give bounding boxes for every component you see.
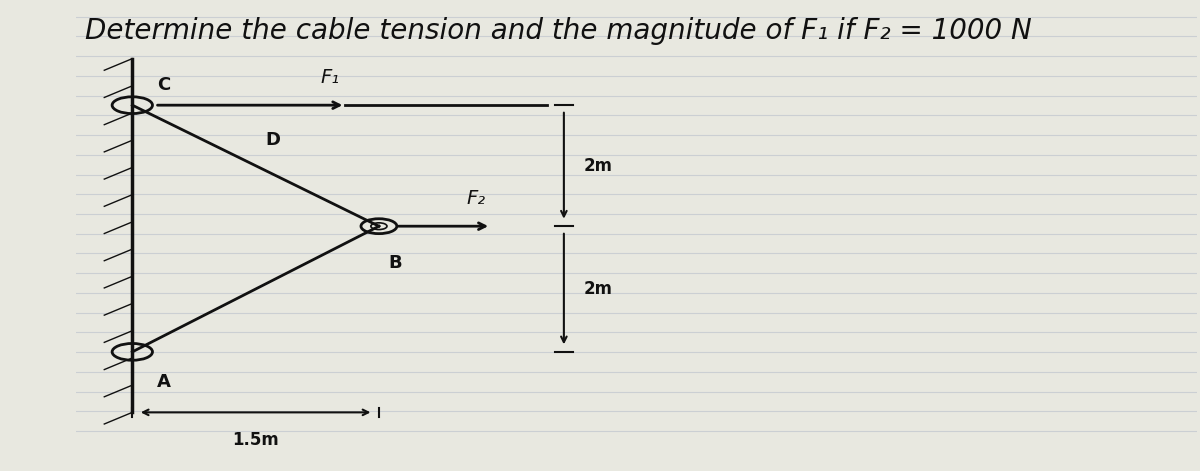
Text: B: B [388,254,402,272]
Text: A: A [157,373,170,391]
Text: C: C [157,75,170,94]
Text: F₂: F₂ [467,188,486,208]
Text: 2m: 2m [584,157,613,175]
Text: 2m: 2m [584,280,613,298]
Text: 1.5m: 1.5m [233,431,278,449]
Text: D: D [265,131,280,149]
Text: F₁: F₁ [320,67,340,87]
Text: Determine the cable tension and the magnitude of F₁ if F₂ = 1000 N: Determine the cable tension and the magn… [85,17,1032,45]
